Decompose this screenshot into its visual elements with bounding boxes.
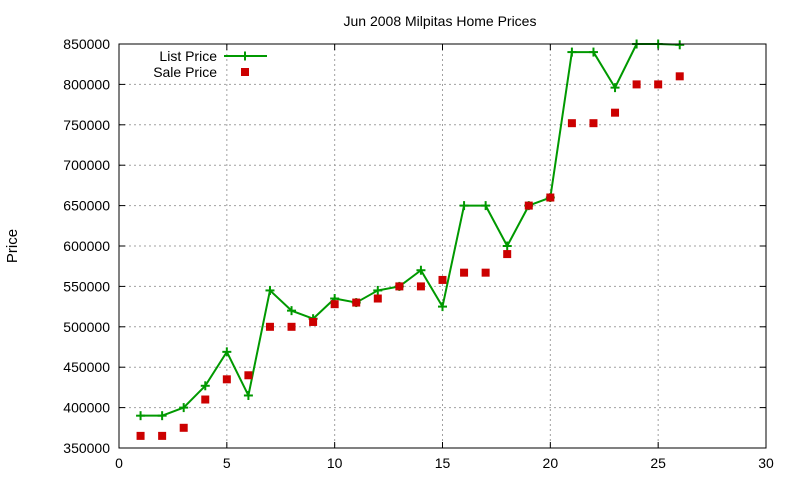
data-point-sale-price (244, 371, 253, 380)
y-tick-label: 650000 (63, 198, 110, 214)
data-point-list-price (438, 302, 447, 312)
data-point-list-price (243, 390, 253, 400)
y-tick-label: 750000 (63, 117, 110, 133)
data-point-list-price (416, 265, 426, 275)
y-tick-label: 400000 (63, 400, 110, 416)
x-tick-label: 15 (435, 455, 451, 471)
data-point-sale-price (265, 322, 274, 331)
y-tick-label: 800000 (63, 76, 110, 92)
data-point-sale-price (136, 431, 145, 440)
y-tick-label: 450000 (63, 359, 110, 375)
data-point-sale-price (438, 275, 447, 284)
data-point-list-price (222, 347, 232, 357)
y-tick-label: 850000 (63, 36, 110, 52)
x-tick-label: 30 (758, 455, 774, 471)
data-point-sale-price (373, 294, 382, 303)
data-point-sale-price (287, 322, 296, 331)
data-point-list-price (459, 201, 469, 211)
legend-label-list-price: List Price (159, 48, 217, 64)
plot-frame (118, 43, 767, 449)
data-point-list-price (287, 306, 297, 316)
data-point-sale-price (481, 268, 490, 277)
series-sale-price (136, 72, 684, 440)
x-tick-label: 0 (115, 455, 123, 471)
axis-ticks: 0 5 10 15 20 25 30 350000 400000 450000 500000 5500… (63, 36, 774, 471)
data-point-sale-price (611, 108, 620, 117)
data-point-list-price (610, 83, 620, 93)
x-tick-label: 20 (543, 455, 559, 471)
data-point-sale-price (524, 201, 533, 210)
data-point-sale-price (503, 250, 512, 259)
y-axis-label: Price (4, 229, 21, 263)
data-point-sale-price (352, 298, 361, 307)
data-point-sale-price (589, 119, 598, 128)
data-point-list-price (179, 403, 189, 413)
x-tick-label: 10 (327, 455, 343, 471)
series-group (136, 39, 685, 440)
chart-title: Jun 2008 Milpitas Home Prices (344, 13, 537, 29)
data-point-list-price (481, 201, 491, 211)
legend-marker-list-price (240, 51, 250, 61)
y-tick-label: 600000 (63, 238, 110, 254)
data-point-sale-price (158, 431, 167, 440)
data-point-sale-price (416, 282, 425, 291)
data-point-sale-price (179, 423, 188, 432)
series-line-list-price (140, 43, 680, 417)
data-point-sale-price (567, 119, 576, 128)
data-point-list-price (502, 241, 512, 251)
data-point-list-price (588, 47, 598, 57)
legend: List Price Sale Price (153, 48, 267, 80)
y-tick-label: 550000 (63, 278, 110, 294)
data-point-list-price (265, 285, 275, 295)
data-point-list-price (373, 285, 383, 295)
data-point-list-price (157, 411, 167, 421)
data-point-sale-price (632, 80, 641, 89)
data-point-sale-price (330, 300, 339, 309)
data-point-sale-price (460, 268, 469, 277)
y-tick-label: 350000 (63, 440, 110, 456)
legend-label-sale-price: Sale Price (153, 64, 217, 80)
data-point-sale-price (309, 317, 318, 326)
y-tick-label: 700000 (63, 157, 110, 173)
x-tick-label: 5 (223, 455, 231, 471)
legend-marker-sale-price (241, 68, 249, 76)
data-point-list-price (136, 411, 146, 421)
grid (119, 44, 766, 448)
data-point-sale-price (395, 282, 404, 291)
data-point-sale-price (201, 395, 210, 404)
x-tick-label: 25 (650, 455, 666, 471)
data-point-list-price (567, 47, 577, 57)
data-point-sale-price (546, 193, 555, 202)
series-list-price (136, 39, 685, 421)
data-point-list-price (675, 40, 685, 50)
data-point-sale-price (675, 72, 684, 81)
data-point-sale-price (222, 375, 231, 384)
data-point-sale-price (654, 80, 663, 89)
data-point-list-price (200, 381, 210, 391)
y-tick-label: 500000 (63, 319, 110, 335)
